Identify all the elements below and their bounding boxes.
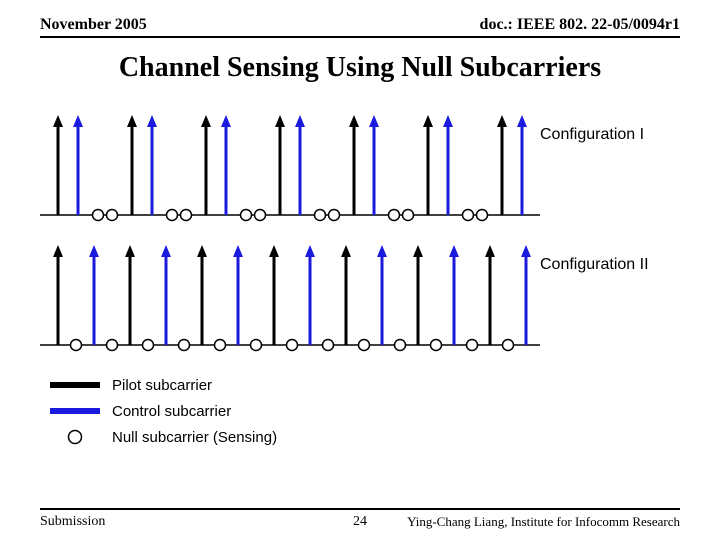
control-subcarrier-arrow (521, 245, 531, 345)
null-subcarrier-circle (287, 340, 298, 351)
null-subcarrier-circle (463, 210, 474, 221)
null-subcarrier-circle (71, 340, 82, 351)
diagram-area: Configuration I Configuration II Pilot sub… (40, 105, 680, 475)
control-subcarrier-arrow (369, 115, 379, 215)
pilot-subcarrier-arrow (341, 245, 351, 345)
control-subcarrier-arrow (161, 245, 171, 345)
null-subcarrier-circle (389, 210, 400, 221)
null-subcarrier-circle (477, 210, 488, 221)
control-subcarrier-arrow (517, 115, 527, 215)
null-subcarrier-circle (359, 340, 370, 351)
null-subcarrier-circle (215, 340, 226, 351)
null-subcarrier-circle (503, 340, 514, 351)
footer-rule (40, 508, 680, 510)
null-subcarrier-circle (315, 210, 326, 221)
null-subcarrier-circle (107, 340, 118, 351)
pilot-subcarrier-arrow (53, 245, 63, 345)
pilot-subcarrier-arrow (275, 115, 285, 215)
subcarrier-diagram: Configuration I Configuration II Pilot sub… (40, 105, 680, 475)
control-subcarrier-arrow (233, 245, 243, 345)
pilot-subcarrier-arrow (197, 245, 207, 345)
pilot-subcarrier-arrow (269, 245, 279, 345)
control-subcarrier-arrow (89, 245, 99, 345)
pilot-subcarrier-arrow (485, 245, 495, 345)
legend-label: Pilot subcarrier (112, 377, 212, 394)
control-subcarrier-arrow (73, 115, 83, 215)
legend-label: Null subcarrier (Sensing) (112, 429, 277, 446)
legend-swatch-null (69, 431, 82, 444)
null-subcarrier-circle (431, 340, 442, 351)
control-subcarrier-arrow (147, 115, 157, 215)
pilot-subcarrier-arrow (497, 115, 507, 215)
null-subcarrier-circle (93, 210, 104, 221)
control-subcarrier-arrow (443, 115, 453, 215)
configuration-label: Configuration I (540, 126, 644, 143)
pilot-subcarrier-arrow (53, 115, 63, 215)
null-subcarrier-circle (143, 340, 154, 351)
slide: November 2005 doc.: IEEE 802. 22-05/0094… (0, 0, 720, 540)
footer-author: Ying-Chang Liang, Institute for Infocomm… (407, 514, 680, 530)
header-doc: doc.: IEEE 802. 22-05/0094r1 (480, 16, 680, 34)
legend-label: Control subcarrier (112, 403, 231, 420)
control-subcarrier-arrow (377, 245, 387, 345)
pilot-subcarrier-arrow (423, 115, 433, 215)
pilot-subcarrier-arrow (413, 245, 423, 345)
null-subcarrier-circle (241, 210, 252, 221)
control-subcarrier-arrow (221, 115, 231, 215)
null-subcarrier-circle (107, 210, 118, 221)
control-subcarrier-arrow (449, 245, 459, 345)
null-subcarrier-circle (467, 340, 478, 351)
pilot-subcarrier-arrow (201, 115, 211, 215)
null-subcarrier-circle (403, 210, 414, 221)
null-subcarrier-circle (255, 210, 266, 221)
header-date: November 2005 (40, 16, 147, 34)
pilot-subcarrier-arrow (127, 115, 137, 215)
null-subcarrier-circle (329, 210, 340, 221)
null-subcarrier-circle (323, 340, 334, 351)
null-subcarrier-circle (251, 340, 262, 351)
null-subcarrier-circle (181, 210, 192, 221)
pilot-subcarrier-arrow (349, 115, 359, 215)
control-subcarrier-arrow (295, 115, 305, 215)
configuration-label: Configuration II (540, 256, 649, 273)
null-subcarrier-circle (179, 340, 190, 351)
slide-title: Channel Sensing Using Null Subcarriers (0, 52, 720, 84)
null-subcarrier-circle (395, 340, 406, 351)
header-rule (40, 36, 680, 38)
control-subcarrier-arrow (305, 245, 315, 345)
pilot-subcarrier-arrow (125, 245, 135, 345)
null-subcarrier-circle (167, 210, 178, 221)
